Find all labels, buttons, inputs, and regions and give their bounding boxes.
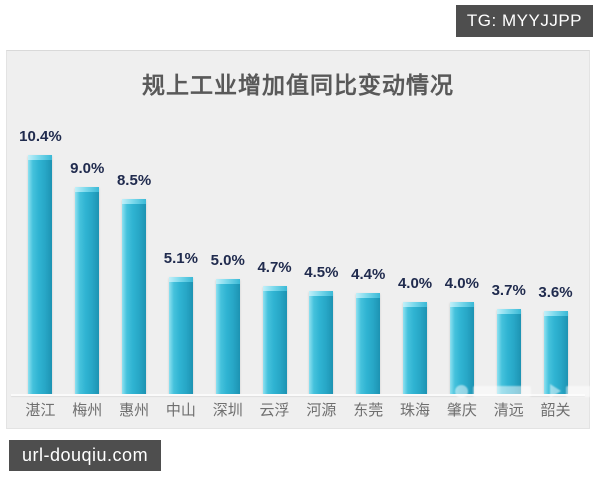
bar-top-highlight: [75, 187, 100, 192]
bar-top-highlight: [262, 285, 287, 291]
bar-value-label: 4.5%: [304, 263, 339, 281]
bar: [215, 279, 240, 394]
x-axis-label: 清远: [493, 402, 524, 419]
x-axis-label: 中山: [165, 402, 196, 419]
bar-top-highlight: [309, 290, 334, 296]
bar-top-highlight: [168, 276, 193, 282]
x-axis-label: 惠州: [119, 402, 150, 419]
bar-value-label: 4.0%: [397, 275, 433, 292]
bar-column: 4.5%: [298, 263, 345, 394]
x-axis-label: 肇庆: [446, 402, 477, 419]
bar-value-label: 4.7%: [257, 258, 292, 276]
bar-value-label: 8.5%: [116, 171, 152, 189]
bar-value-label: 3.6%: [538, 284, 573, 302]
bar-top-highlight: [449, 302, 474, 307]
bar: [75, 187, 100, 394]
x-axis-label: 梅州: [72, 402, 103, 419]
x-axis-label: 河源: [306, 402, 337, 419]
x-axis-labels: 湛江 梅州 惠州 中山 深圳 云浮 河源 东莞 珠海 肇庆 清远 韶关: [17, 399, 579, 420]
bar-column: 3.6%: [532, 284, 579, 394]
bar-top-highlight: [215, 279, 240, 284]
bar-column: 4.0%: [438, 275, 485, 394]
bar: [122, 198, 147, 394]
bar-chart: 10.4% 9.0% 8.5% 5.1% 5.0% 4.7% 4.5% 4.4% 4.0% 4.0…: [17, 128, 579, 394]
bar: [309, 290, 334, 394]
bar-top-highlight: [356, 292, 381, 298]
bar-top-highlight: [122, 198, 147, 204]
bar-column: 10.4%: [17, 128, 64, 394]
bar-column: 5.0%: [204, 252, 251, 394]
bar: [356, 292, 381, 394]
chart-title: 规上工业增加值同比变动情况: [142, 72, 454, 98]
x-axis-label: 湛江: [25, 402, 56, 419]
bar-value-label: 10.4%: [19, 127, 62, 145]
bar-top-highlight: [543, 311, 568, 317]
x-axis-label: 韶关: [540, 402, 571, 419]
bar: [28, 154, 53, 394]
bar-value-label: 9.0%: [70, 160, 105, 177]
chart-panel: 规上工业增加值同比变动情况 10.4% 9.0% 8.5% 5.1% 5.0% 4.7% 4…: [6, 50, 600, 429]
bar-column: 9.0%: [64, 160, 111, 394]
bar-top-highlight: [403, 302, 428, 307]
bar-value-label: 5.1%: [163, 249, 198, 267]
bar-value-label: 4.4%: [351, 265, 386, 283]
x-axis-label: 云浮: [259, 402, 290, 419]
bar: [262, 285, 287, 394]
bar: [496, 308, 521, 394]
bar-column: 5.1%: [157, 250, 204, 394]
bar-value-label: 3.7%: [491, 281, 526, 299]
bar-value-label: 5.0%: [210, 252, 245, 269]
bar-column: 4.7%: [251, 259, 298, 394]
bar: [449, 302, 474, 394]
bar-column: 8.5%: [111, 171, 158, 394]
bar-value-label: 4.0%: [444, 275, 479, 292]
x-axis-label: 东莞: [353, 402, 384, 419]
bar: [543, 311, 568, 394]
bar-column: 3.7%: [485, 282, 532, 394]
bar: [403, 302, 428, 394]
bar-top-highlight: [496, 308, 521, 314]
bar-column: 4.0%: [392, 275, 439, 394]
tg-watermark-badge: TG: MYYJJPP: [455, 5, 593, 37]
x-axis-label: 珠海: [400, 402, 431, 419]
bar-column: 4.4%: [345, 266, 392, 394]
bar-top-highlight: [28, 154, 53, 160]
url-watermark-badge: url-douqiu.com: [9, 440, 162, 471]
x-axis-label: 深圳: [212, 402, 243, 419]
bar: [168, 276, 193, 394]
x-axis-line: [11, 394, 585, 396]
